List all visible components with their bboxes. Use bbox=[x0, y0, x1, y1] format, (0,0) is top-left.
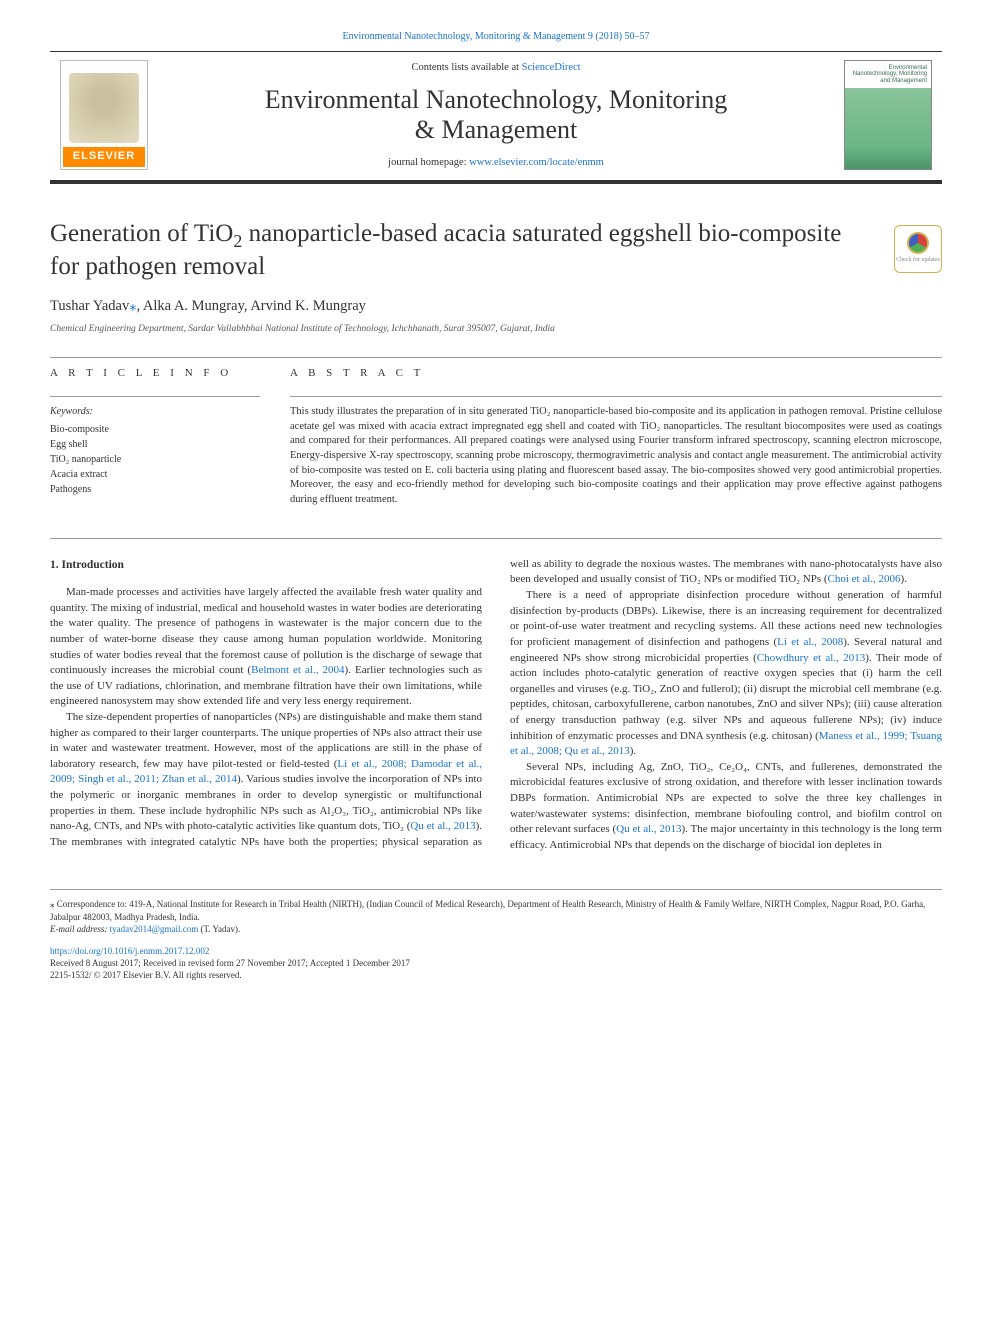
citation-link[interactable]: Qu et al., 2013 bbox=[410, 820, 475, 832]
affiliation: Chemical Engineering Department, Sardar … bbox=[50, 323, 942, 337]
keyword: Pathogens bbox=[50, 482, 260, 497]
author-1: Tushar Yadav bbox=[50, 298, 129, 314]
doi-link[interactable]: https://doi.org/10.1016/j.enmm.2017.12.0… bbox=[50, 946, 209, 956]
p2d: ). bbox=[901, 573, 907, 585]
homepage-link[interactable]: www.elsevier.com/locate/enmm bbox=[469, 157, 604, 168]
keyword: Egg shell bbox=[50, 437, 260, 452]
received-line: Received 8 August 2017; Received in revi… bbox=[50, 957, 942, 969]
elsevier-tree-icon bbox=[69, 73, 139, 143]
correspondence-note: ⁎ Correspondence to: 419-A, National Ins… bbox=[50, 898, 942, 922]
p3d: ). bbox=[630, 745, 636, 757]
title-block: Check for updates Generation of TiO2 nan… bbox=[50, 219, 942, 337]
homepage-line: journal homepage: www.elsevier.com/locat… bbox=[160, 155, 832, 170]
sciencedirect-link[interactable]: ScienceDirect bbox=[522, 62, 581, 73]
doi-block: https://doi.org/10.1016/j.enmm.2017.12.0… bbox=[50, 945, 942, 981]
info-divider bbox=[50, 396, 260, 397]
keyword: Bio-composite bbox=[50, 422, 260, 437]
elsevier-logo: ELSEVIER bbox=[60, 60, 148, 170]
body-columns: 1. Introduction Man-made processes and a… bbox=[50, 557, 942, 854]
abstract: A B S T R A C T This study illustrates t… bbox=[290, 366, 942, 508]
footnotes: ⁎ Correspondence to: 419-A, National Ins… bbox=[50, 889, 942, 981]
journal-title: Environmental Nanotechnology, Monitoring… bbox=[160, 85, 832, 145]
keyword: TiO₂ nanoparticle bbox=[50, 452, 260, 467]
header-center: Contents lists available at ScienceDirec… bbox=[160, 60, 832, 170]
keywords-label: Keywords: bbox=[50, 405, 260, 420]
title-part-a: Generation of TiO bbox=[50, 220, 233, 247]
article-info: A R T I C L E I N F O Keywords: Bio-comp… bbox=[50, 366, 260, 508]
paragraph: There is a need of appropriate disinfect… bbox=[510, 588, 942, 760]
email-label: E-mail address: bbox=[50, 924, 110, 934]
authors: Tushar Yadav⁎, Alka A. Mungray, Arvind K… bbox=[50, 296, 942, 317]
email-suffix: (T. Yadav). bbox=[198, 924, 240, 934]
article-info-label: A R T I C L E I N F O bbox=[50, 366, 260, 382]
email-link[interactable]: tyadav2014@gmail.com bbox=[110, 924, 199, 934]
journal-cover-thumbnail: Environmental Nanotechnology, Monitoring… bbox=[844, 60, 932, 170]
running-head: Environmental Nanotechnology, Monitoring… bbox=[50, 30, 942, 45]
keywords-list: Bio-composite Egg shell TiO₂ nanoparticl… bbox=[50, 422, 260, 497]
contents-prefix: Contents lists available at bbox=[411, 62, 521, 73]
info-abstract-row: A R T I C L E I N F O Keywords: Bio-comp… bbox=[50, 366, 942, 508]
article-title: Generation of TiO2 nanoparticle-based ac… bbox=[50, 219, 942, 283]
abstract-divider bbox=[290, 396, 942, 397]
paragraph: Several NPs, including Ag, ZnO, TiO₂, Ce… bbox=[510, 760, 942, 854]
check-updates-label: Check for updates bbox=[896, 256, 940, 265]
issn-line: 2215-1532/ © 2017 Elsevier B.V. All righ… bbox=[50, 969, 942, 981]
elsevier-label: ELSEVIER bbox=[63, 147, 145, 167]
page: Environmental Nanotechnology, Monitoring… bbox=[0, 0, 992, 1011]
running-head-link[interactable]: Environmental Nanotechnology, Monitoring… bbox=[342, 31, 649, 42]
title-sub: 2 bbox=[233, 231, 242, 251]
citation-link[interactable]: Li et al., 2008 bbox=[777, 636, 843, 648]
check-updates-badge[interactable]: Check for updates bbox=[894, 225, 942, 273]
citation-link[interactable]: Qu et al., 2013 bbox=[616, 823, 681, 835]
citation-link[interactable]: Choi et al., 2006 bbox=[828, 573, 901, 585]
email-line: E-mail address: tyadav2014@gmail.com (T.… bbox=[50, 923, 942, 935]
abstract-text: This study illustrates the preparation o… bbox=[290, 405, 942, 508]
contents-line: Contents lists available at ScienceDirec… bbox=[160, 60, 832, 75]
cover-text: Environmental Nanotechnology, Monitoring… bbox=[853, 65, 927, 84]
authors-rest: , Alka A. Mungray, Arvind K. Mungray bbox=[136, 298, 365, 314]
journal-title-l1: Environmental Nanotechnology, Monitoring bbox=[265, 85, 728, 114]
keyword: Acacia extract bbox=[50, 467, 260, 482]
divider-mid bbox=[50, 538, 942, 539]
journal-header: ELSEVIER Contents lists available at Sci… bbox=[50, 51, 942, 184]
section-heading: 1. Introduction bbox=[50, 557, 482, 573]
divider-top bbox=[50, 357, 942, 358]
abstract-label: A B S T R A C T bbox=[290, 366, 942, 382]
body: 1. Introduction Man-made processes and a… bbox=[50, 557, 942, 854]
homepage-prefix: journal homepage: bbox=[388, 157, 469, 168]
journal-title-l2: & Management bbox=[415, 115, 577, 144]
crossmark-icon bbox=[907, 232, 929, 254]
paragraph: Man-made processes and activities have l… bbox=[50, 585, 482, 710]
citation-link[interactable]: Belmont et al., 2004 bbox=[251, 664, 344, 676]
citation-link[interactable]: Chowdhury et al., 2013 bbox=[757, 652, 865, 664]
p3c: ). Their mode of action includes photo-c… bbox=[510, 652, 942, 742]
p1a: Man-made processes and activities have l… bbox=[50, 586, 482, 676]
